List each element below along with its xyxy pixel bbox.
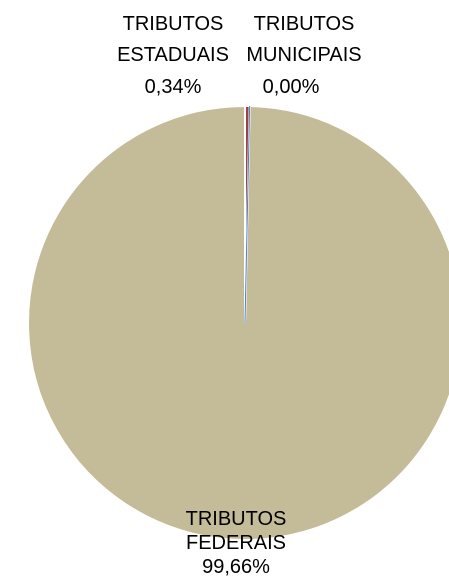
- slice-label-federais-percent: 99,66%: [202, 556, 270, 578]
- slice-label-municipais-line2: MUNICIPAIS: [246, 44, 361, 66]
- slice-label-federais-line2: FEDERAIS: [186, 532, 286, 554]
- slice-federais: [26, 104, 449, 541]
- slice-label-federais: TRIBUTOS FEDERAIS 99,66%: [186, 508, 287, 578]
- slice-label-municipais-line1: TRIBUTOS: [254, 13, 355, 35]
- pie-slices: [26, 104, 449, 541]
- slice-label-municipais: TRIBUTOS MUNICIPAIS 0,00%: [246, 13, 361, 98]
- slice-label-estaduais: TRIBUTOS ESTADUAIS 0,34%: [117, 13, 229, 98]
- slice-label-municipais-percent: 0,00%: [263, 76, 320, 98]
- slice-label-federais-line1: TRIBUTOS: [186, 508, 287, 530]
- slice-label-estaduais-line2: ESTADUAIS: [117, 44, 229, 66]
- slice-label-estaduais-percent: 0,34%: [145, 76, 202, 98]
- slice-municipais: [244, 106, 251, 324]
- slice-label-estaduais-line1: TRIBUTOS: [123, 13, 224, 35]
